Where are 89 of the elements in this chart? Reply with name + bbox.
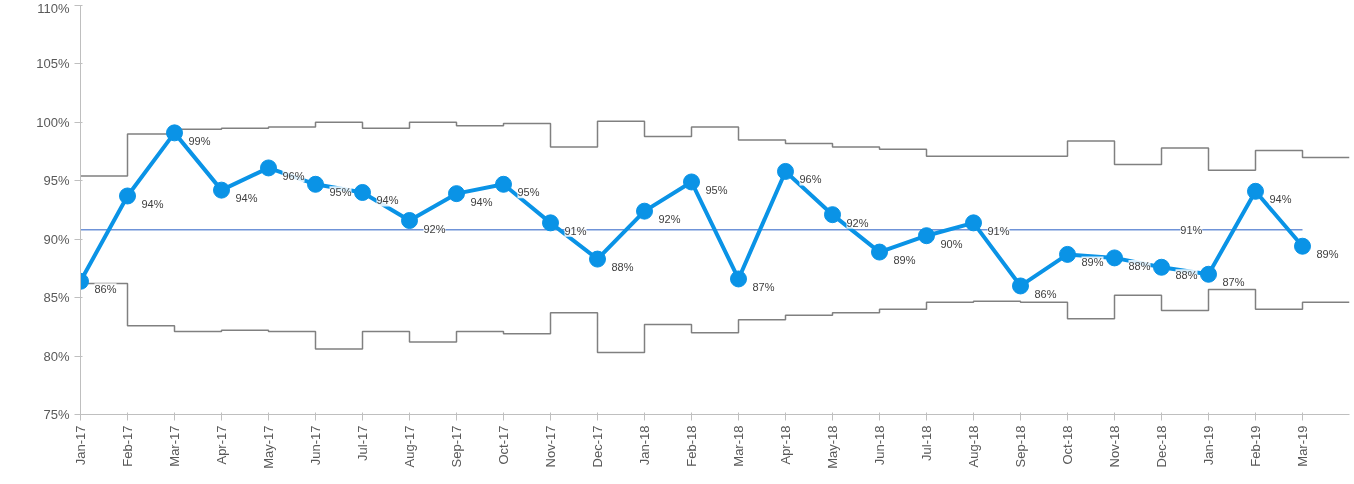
x-tick-label: Sep-18 [1013, 425, 1028, 468]
y-tick-label: 80% [43, 348, 70, 364]
data-label: 92% [423, 222, 446, 235]
x-tick-label: May-17 [261, 425, 276, 469]
data-label: 95% [517, 186, 540, 199]
x-tick-label: Oct-18 [1060, 425, 1075, 465]
x-tick-label: Nov-18 [1107, 425, 1122, 468]
x-tick-label: Aug-18 [966, 425, 981, 468]
point [1153, 258, 1170, 276]
y-tick-label: 105% [36, 56, 70, 72]
point [777, 162, 794, 180]
x-tick-label: Mar-19 [1295, 425, 1310, 467]
data-label: 89% [893, 254, 916, 267]
data-label: 96% [799, 173, 822, 186]
x-tick-label: Aug-17 [402, 425, 417, 468]
y-tick-label: 75% [43, 407, 70, 422]
data-label: 88% [1175, 269, 1198, 282]
data-label: 88% [1128, 259, 1151, 272]
data-label: 96% [282, 169, 305, 182]
point [401, 212, 418, 229]
data-label: 89% [1316, 248, 1339, 261]
x-tick-label: Jun-18 [872, 425, 887, 466]
y-tick-label: 85% [43, 290, 70, 306]
point [965, 214, 982, 232]
x-tick-label: Jan-17 [73, 425, 88, 466]
x-tick-label: Jul-17 [355, 425, 370, 461]
data-label: 94% [376, 194, 399, 207]
y-tick-label: 90% [43, 231, 70, 247]
point [730, 270, 747, 288]
point [871, 243, 888, 261]
point [636, 202, 653, 220]
point [683, 173, 700, 191]
data-label: 88% [611, 261, 634, 274]
x-tick-label: Sep-17 [449, 425, 464, 468]
point [354, 183, 371, 201]
x-tick-label: May-18 [825, 425, 840, 469]
point [824, 206, 841, 224]
point [119, 187, 136, 205]
x-tick-label: Mar-18 [731, 425, 746, 467]
x-tick-label: Jul-18 [919, 425, 934, 461]
point [495, 175, 512, 193]
data-label: 91% [564, 224, 587, 237]
x-tick-label: Feb-18 [684, 425, 699, 467]
x-tick-label: Jun-17 [308, 425, 323, 466]
point [1012, 277, 1029, 295]
data-label: 92% [658, 213, 681, 226]
data-label: 94% [1269, 193, 1292, 206]
x-tick-label: Jan-18 [637, 425, 652, 466]
data-label: 95% [329, 186, 352, 199]
point [448, 185, 465, 203]
point [1106, 249, 1123, 267]
data-label: 86% [94, 283, 117, 296]
x-tick-label: Oct-17 [496, 425, 511, 465]
x-tick-label: Dec-17 [590, 425, 605, 468]
point [542, 214, 559, 232]
x-tick-label: Apr-17 [214, 425, 229, 465]
data-label: 94% [141, 197, 164, 210]
x-tick-label: Dec-18 [1154, 425, 1169, 468]
point [213, 181, 230, 199]
data-label: 94% [235, 192, 258, 205]
x-tick-label: Apr-18 [778, 425, 793, 465]
data-label: 87% [1222, 276, 1245, 289]
data-label: 87% [752, 280, 775, 293]
data-label: 89% [1081, 256, 1104, 269]
point [1247, 182, 1264, 200]
point [1294, 237, 1311, 255]
y-tick-label: 110% [37, 0, 70, 16]
data-label: 95% [705, 183, 728, 196]
data-label: 90% [940, 237, 963, 250]
data-label: 99% [188, 134, 211, 147]
x-tick-label: Nov-17 [543, 425, 558, 468]
point [307, 175, 324, 193]
y-tick-label: 95% [43, 173, 70, 189]
x-tick-label: Mar-17 [167, 425, 182, 467]
x-tick-label: Jan-19 [1201, 425, 1216, 466]
point [918, 227, 935, 245]
data-label: 86% [1034, 287, 1057, 300]
x-tick-label: Feb-19 [1248, 425, 1263, 467]
point [1200, 265, 1217, 283]
point [589, 250, 606, 268]
point [260, 159, 277, 177]
data-label: 94% [470, 195, 493, 208]
point [1059, 245, 1076, 263]
data-label: 92% [846, 216, 869, 229]
ref-line-label: 91% [1180, 223, 1203, 236]
x-tick-label: Feb-17 [120, 425, 135, 467]
point [166, 124, 183, 142]
y-tick-label: 100% [36, 114, 70, 130]
data-label: 91% [987, 224, 1010, 237]
